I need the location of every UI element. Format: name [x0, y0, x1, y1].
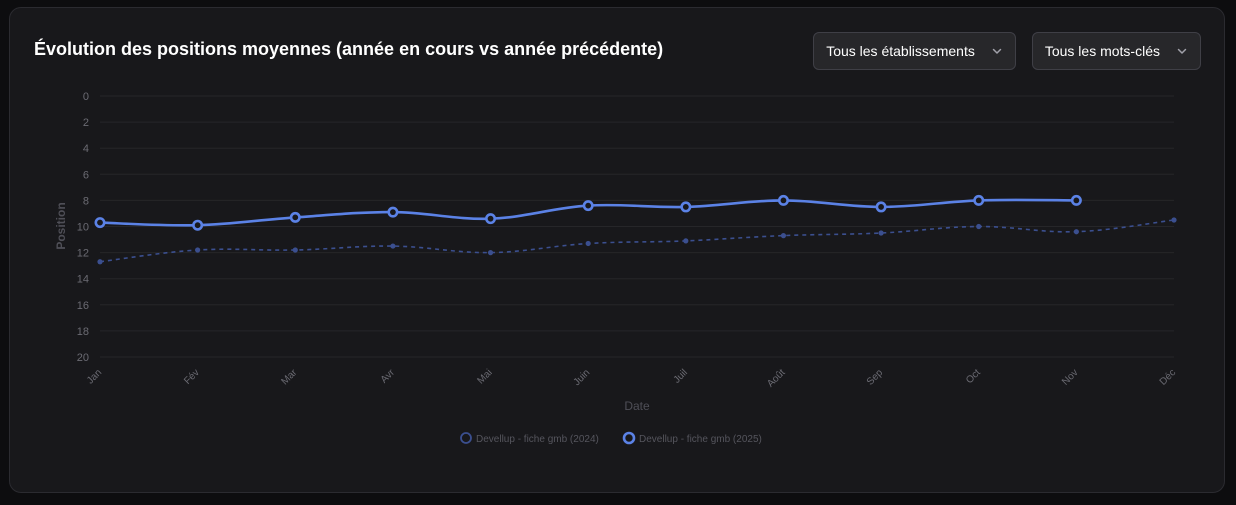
keywords-select[interactable]: Tous les mots-clés — [1031, 32, 1201, 70]
x-tick-label: Fév — [182, 367, 202, 387]
chart-grid — [100, 95, 1174, 358]
series-2025-point — [192, 219, 204, 231]
series-2024-point — [1073, 229, 1079, 235]
establishment-select-label: Tous les établissements — [826, 43, 975, 59]
x-axis-title: Date — [624, 399, 650, 413]
y-tick-label: 20 — [77, 352, 89, 364]
series-2025-point — [777, 194, 789, 206]
series-2024-point — [487, 250, 494, 256]
y-tick-label: 12 — [77, 248, 89, 260]
chart-title: Évolution des positions moyennes (année … — [34, 39, 664, 59]
series-2024-point — [390, 243, 396, 249]
x-tick-label: Avr — [379, 367, 398, 386]
x-tick-label: Mai — [475, 367, 494, 386]
x-tick-label: Août — [765, 367, 787, 389]
series-2024-point — [1171, 217, 1177, 223]
y-tick-label: 14 — [77, 274, 89, 286]
series-2025-point — [680, 201, 692, 213]
x-tick-label: Jan — [85, 367, 104, 386]
x-tick-label: Sep — [865, 367, 886, 388]
series-2024-point — [976, 223, 982, 230]
x-tick-label: Oct — [964, 367, 983, 386]
x-tick-label: Déc — [1158, 367, 1178, 387]
series-2024-point — [878, 230, 884, 236]
y-axis-title: Position — [54, 202, 68, 249]
series-2025-point — [973, 194, 985, 206]
series-2024-point — [585, 240, 591, 247]
series-2025-point — [582, 200, 594, 212]
y-tick-label: 18 — [77, 326, 89, 338]
x-tick-label: Nov — [1060, 367, 1080, 387]
series-2025-point — [387, 206, 399, 218]
x-tick-label: Mar — [279, 367, 299, 387]
series-2025-point — [1070, 194, 1082, 206]
legend-label: Devellup - fiche gmb (2024) — [476, 434, 599, 445]
series-2025-point — [289, 211, 301, 223]
filters-bar: Tous les établissements Tous les mots-cl… — [813, 32, 1201, 70]
series-2024-line — [99, 219, 1175, 263]
series-2024-point — [780, 233, 787, 239]
chevron-down-icon — [992, 48, 1002, 54]
x-tick-label: Juil — [672, 367, 690, 385]
y-tick-label: 0 — [83, 91, 89, 103]
y-tick-label: 8 — [83, 195, 89, 207]
legend-item-2025[interactable]: Devellup - fiche gmb (2025) — [622, 431, 762, 445]
series-2024-point — [292, 247, 298, 253]
y-tick-label: 16 — [77, 300, 89, 312]
y-tick-label: 10 — [77, 222, 89, 234]
keywords-select-label: Tous les mots-clés — [1044, 43, 1160, 59]
series-2025-point — [875, 201, 887, 213]
legend-marker — [460, 432, 472, 444]
y-tick-label: 6 — [83, 169, 89, 181]
legend-item-2024[interactable]: Devellup - fiche gmb (2024) — [460, 432, 599, 445]
y-tick-label: 2 — [83, 117, 89, 129]
y-tick-label: 4 — [83, 143, 89, 155]
chevron-down-icon — [1177, 48, 1187, 54]
legend-label: Devellup - fiche gmb (2025) — [639, 434, 762, 445]
series-2024-point — [195, 247, 201, 253]
establishment-select[interactable]: Tous les établissements — [813, 32, 1016, 70]
series-2025-point — [94, 217, 106, 229]
legend-marker — [622, 431, 636, 445]
series-2024-point — [683, 238, 689, 244]
series-2025-point — [485, 213, 497, 225]
series-2024-point — [97, 259, 103, 265]
x-tick-label: Juin — [572, 367, 593, 388]
